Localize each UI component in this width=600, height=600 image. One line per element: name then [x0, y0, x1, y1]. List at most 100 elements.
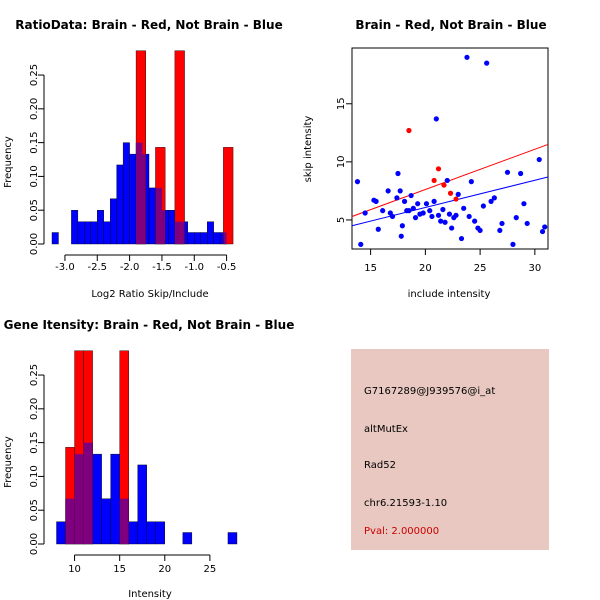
scatter-point-blue-60 [539, 228, 546, 235]
ratio-overlap-bar-3-26 [223, 232, 227, 244]
scatter-axes: 15 20 25 30 5 10 15 [336, 97, 541, 274]
gene-y-tick-label-1: 0.05 [29, 499, 40, 521]
gene-y-tick-label-5: 0.25 [29, 364, 40, 386]
ratio-blue-bar-21 [187, 232, 195, 245]
scatter-point-blue-10 [394, 195, 400, 201]
scatter-point-blue-43 [468, 179, 474, 185]
scatter-point-blue-34 [446, 211, 453, 217]
scatter-point-blue-7 [385, 188, 391, 194]
ratio-overlap-bar-1-16 [155, 187, 162, 244]
scatter-fit-line-blue [351, 176, 549, 227]
scatter-point-red-3 [441, 182, 447, 188]
scatter-point-blue-29 [435, 212, 442, 218]
scatter-point-blue-44 [472, 218, 478, 224]
scatter-title: Brain - Red, Not Brain - Blue [355, 18, 546, 32]
scatter-point-blue-50 [491, 195, 497, 201]
scatter-point-blue-26 [429, 213, 435, 220]
gene-x-tick-label-3: 25 [204, 564, 217, 575]
ratio-x-tick-label-4: -1.0 [185, 262, 205, 273]
scatter-point-blue-31 [440, 206, 446, 213]
ratio-blue-bar-7 [97, 210, 104, 245]
gene-histogram-xlabel: Intensity [128, 589, 172, 600]
scatter-point-blue-58 [524, 220, 530, 227]
scatter-point-blue-39 [458, 235, 465, 242]
gene-y-tick-label-3: 0.15 [29, 431, 40, 453]
ratio-blue-bar-24 [206, 221, 214, 245]
scatter-point-blue-14 [399, 223, 405, 229]
scatter-point-blue-52 [499, 220, 505, 227]
scatter-point-blue-61 [542, 224, 548, 230]
scatter-point-blue-47 [480, 203, 486, 209]
ratio-blue-bar-22 [194, 232, 201, 245]
ratio-y-tick-label-3: 0.15 [29, 131, 40, 153]
scatter-x-tick-label-2: 25 [474, 263, 487, 274]
scatter-point-blue-11 [395, 170, 401, 177]
scatter-point-blue-42 [466, 213, 472, 220]
ratio-blue-bar-6 [90, 221, 98, 245]
ratio-histogram-axes: -3.0 -2.5 -2.0 -1.5 -1.0 -0.5 0.00 0.05 0.10 0.15… [29, 64, 236, 273]
ratio-blue-bar-15 [148, 187, 156, 245]
ratio-blue-bar-0 [51, 232, 59, 245]
ratio-y-tick-label-5: 0.25 [29, 64, 40, 86]
gene-histogram-bars [56, 350, 238, 545]
pval-text: Pval: 2.000000 [364, 526, 440, 537]
ratio-histogram-panel: RatioData: Brain - Red, Not Brain - Blue… [3, 18, 283, 300]
gene-blue-bar-10 [146, 521, 156, 545]
ratio-x-tick-label-1: -2.5 [88, 262, 108, 273]
gene-name-text: Rad52 [364, 460, 396, 471]
scatter-x-tick-label-3: 30 [528, 263, 541, 274]
gene-overlap-bar-0-1 [65, 498, 75, 544]
ratio-blue-bar-25 [213, 232, 221, 245]
scatter-panel: Brain - Red, Not Brain - Blue include in… [303, 18, 549, 300]
ratio-histogram-title: RatioData: Brain - Red, Not Brain - Blue [15, 18, 282, 32]
gene-y-tick-label-2: 0.10 [29, 465, 40, 487]
scatter-point-blue-5 [375, 226, 381, 232]
ratio-blue-bar-8 [103, 221, 111, 245]
scatter-point-blue-0 [354, 179, 361, 185]
scatter-point-blue-17 [406, 208, 412, 214]
ratio-x-tick-label-5: -0.5 [217, 262, 237, 273]
scatter-point-blue-20 [412, 215, 419, 221]
gene-histogram-panel: Gene Itensity: Brain - Red, Not Brain - … [3, 318, 294, 600]
gene-overlap-bar-1-2 [74, 454, 84, 544]
ratio-blue-bar-18 [168, 210, 176, 245]
scatter-point-blue-51 [497, 227, 503, 234]
scatter-x-tick-label-0: 15 [364, 263, 377, 274]
scatter-point-blue-32 [442, 219, 448, 225]
ratio-overlap-bar-2-20 [181, 221, 185, 244]
gene-x-tick-label-2: 20 [158, 564, 171, 575]
gene-blue-bar-0 [56, 521, 66, 545]
scatter-point-blue-48 [484, 60, 490, 66]
gene-histogram-axes: 10 15 20 25 0.00 0.05 0.10 0.15 0.20 0.25 [29, 364, 216, 575]
gene-overlap-bar-3-7 [119, 498, 129, 544]
scatter-point-blue-15 [401, 198, 408, 204]
gene-histogram-title: Gene Itensity: Brain - Red, Not Brain - … [4, 318, 295, 332]
ratio-blue-bar-4 [77, 221, 85, 245]
gene-blue-bar-19 [227, 532, 238, 545]
scatter-point-blue-33 [444, 177, 450, 184]
ratio-histogram-bars [51, 50, 234, 245]
gene-x-tick-label-0: 10 [68, 564, 81, 575]
gene-y-tick-label-0: 0.00 [29, 533, 40, 555]
event-type-text: altMutEx [364, 424, 408, 435]
scatter-point-blue-56 [518, 170, 524, 177]
scatter-point-blue-35 [449, 225, 455, 231]
scatter-fit-line-red [351, 143, 549, 217]
scatter-point-blue-30 [438, 218, 444, 224]
scatter-point-red-5 [453, 196, 459, 202]
scatter-point-blue-6 [380, 208, 386, 214]
gene-blue-bar-14 [182, 532, 193, 545]
gene-overlap-bar-2-3 [83, 442, 93, 544]
ratio-blue-bar-9 [109, 198, 117, 245]
chromosome-location-text: chr6.21593-1.10 [364, 498, 448, 509]
scatter-point-red-4 [447, 190, 454, 196]
scatter-point-red-1 [431, 177, 437, 184]
probe-info-panel: G7167289@J939576@i_at altMutEx Rad52 chr… [351, 349, 549, 550]
gene-blue-bar-9 [137, 464, 147, 545]
ratio-y-tick-label-4: 0.20 [29, 98, 40, 120]
scatter-point-blue-55 [513, 215, 519, 221]
scatter-x-tick-label-1: 20 [419, 263, 432, 274]
gene-blue-bar-11 [155, 521, 165, 545]
gene-x-tick-label-1: 15 [113, 564, 126, 575]
